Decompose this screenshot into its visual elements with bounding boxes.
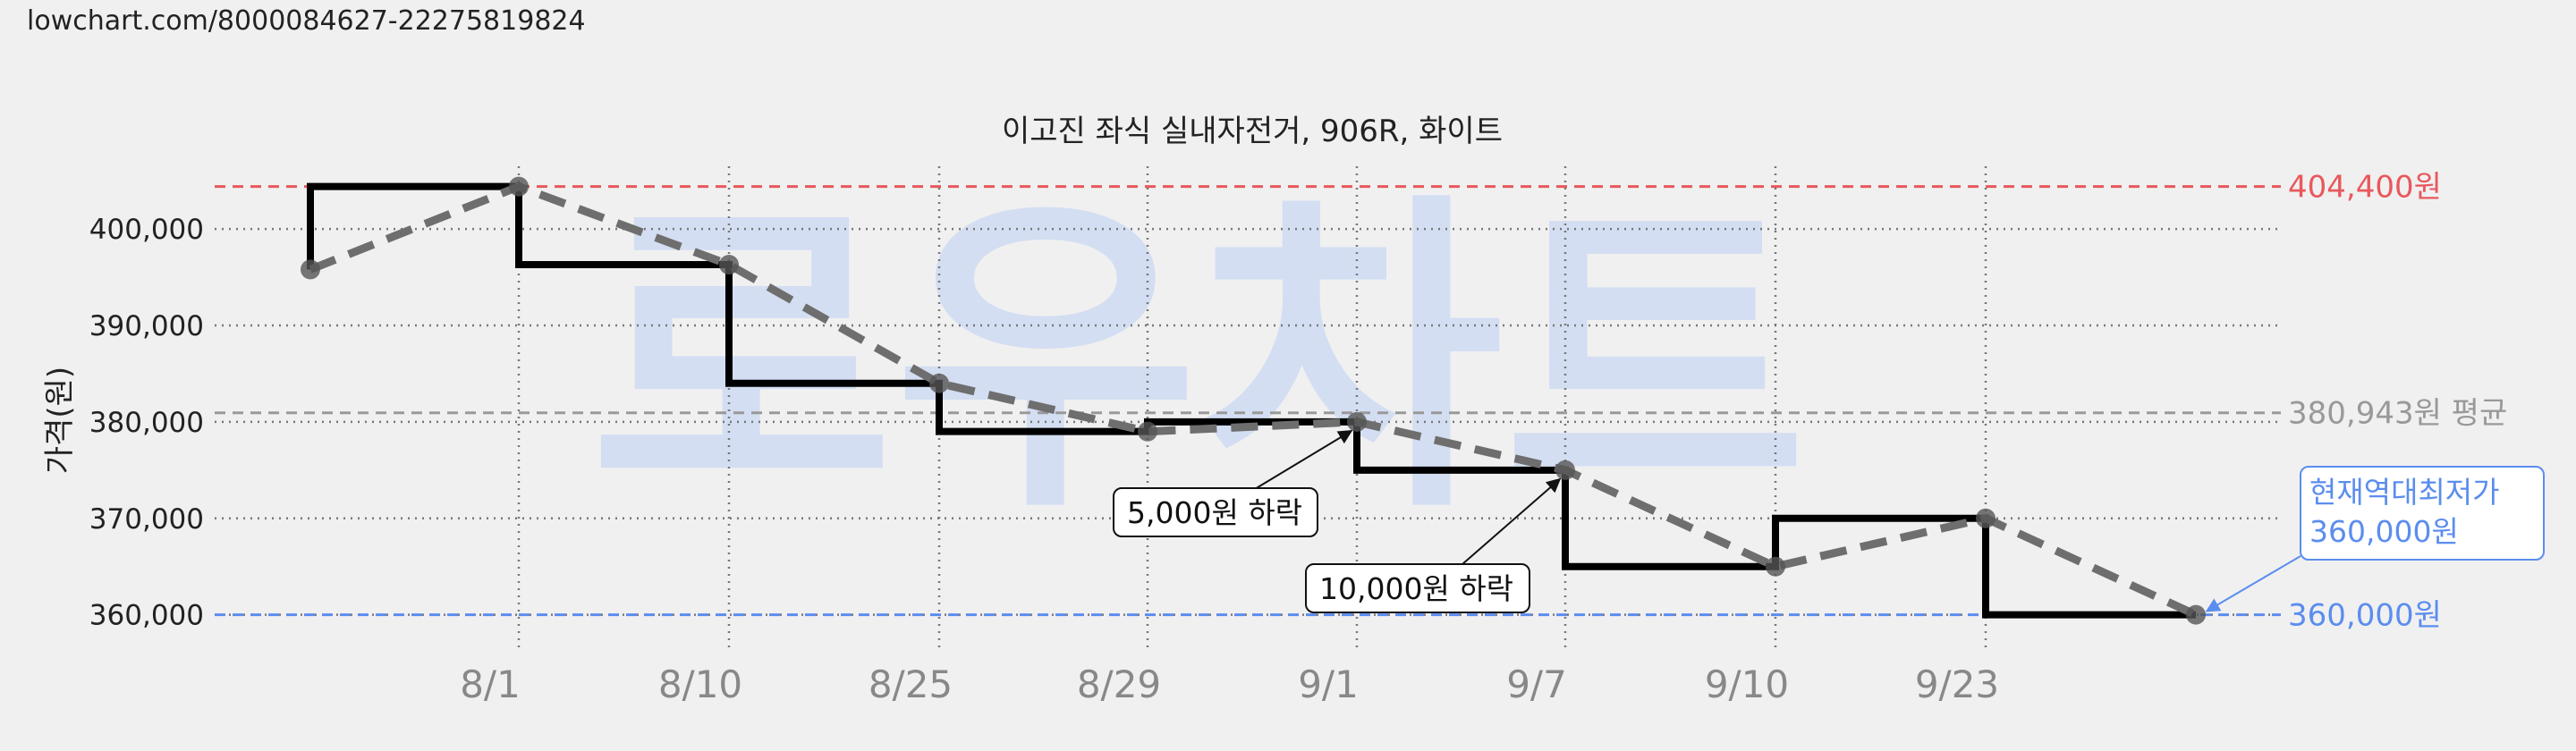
y-tick-label: 380,000 bbox=[89, 407, 204, 439]
data-point bbox=[1555, 460, 1575, 480]
y-tick-label: 360,000 bbox=[89, 600, 204, 632]
x-tick-label: 9/23 bbox=[1915, 662, 1999, 706]
x-tick-label: 9/10 bbox=[1705, 662, 1789, 706]
ref-label-average: 380,943원 평균 bbox=[2288, 396, 2507, 432]
x-tick-label: 8/1 bbox=[460, 662, 521, 706]
x-tick-label: 8/25 bbox=[869, 662, 953, 706]
annotation-text: 10,000원 하락 bbox=[1319, 571, 1513, 606]
annotation-box bbox=[1305, 563, 1530, 613]
lowest-arrow bbox=[2205, 555, 2301, 612]
ref-label-max: 404,400원 bbox=[2288, 170, 2442, 206]
chart-title: 이고진 좌식 실내자전거, 906R, 화이트 bbox=[1002, 114, 1503, 149]
axes: 360,000 370,000 380,000 390,000 400,000 8/1 8/… bbox=[89, 214, 1999, 706]
lowest-box bbox=[2300, 466, 2545, 561]
lowest-line1: 현재역대최저가 bbox=[2309, 475, 2500, 510]
data-point bbox=[719, 255, 739, 275]
data-point bbox=[2186, 604, 2206, 625]
annotation-text: 5,000원 하락 bbox=[1127, 495, 1302, 530]
data-point bbox=[1138, 421, 1157, 442]
annotation-box bbox=[1113, 487, 1318, 537]
data-point bbox=[1347, 411, 1367, 432]
dashed-trend-line bbox=[309, 181, 2198, 619]
x-tick-label: 8/10 bbox=[658, 662, 742, 706]
x-tick-label: 8/29 bbox=[1077, 662, 1161, 706]
annotation-arrow bbox=[1256, 430, 1353, 489]
series bbox=[301, 176, 2206, 625]
data-point bbox=[1766, 556, 1785, 577]
data-point bbox=[1976, 508, 1996, 528]
data-point bbox=[929, 373, 949, 393]
y-tick-label: 390,000 bbox=[89, 310, 204, 342]
data-point bbox=[301, 259, 320, 280]
data-point bbox=[509, 176, 529, 197]
y-tick-label: 400,000 bbox=[89, 214, 204, 246]
lowest-line2: 360,000원 bbox=[2309, 514, 2459, 549]
drop-annotation: 10,000원 하락 bbox=[1305, 477, 1562, 613]
drop-annotation: 5,000원 하락 bbox=[1113, 430, 1353, 537]
y-tick-label: 370,000 bbox=[89, 503, 204, 536]
reference-lines: 404,400원 380,943원 평균 360,000원 bbox=[215, 170, 2507, 634]
y-axis-label: 가격(원) bbox=[42, 367, 78, 474]
annotation-arrow bbox=[1462, 477, 1562, 565]
annotations: 5,000원 하락 10,000원 하락 현재역대최저가 360,000원 bbox=[1113, 430, 2545, 613]
x-tick-label: 9/1 bbox=[1298, 662, 1359, 706]
ref-label-min: 360,000원 bbox=[2288, 598, 2442, 634]
x-tick-label: 9/7 bbox=[1506, 662, 1567, 706]
url-text: lowchart.com/8000084627-22275819824 bbox=[27, 5, 586, 37]
lowest-price-annotation: 현재역대최저가 360,000원 bbox=[2205, 466, 2545, 612]
